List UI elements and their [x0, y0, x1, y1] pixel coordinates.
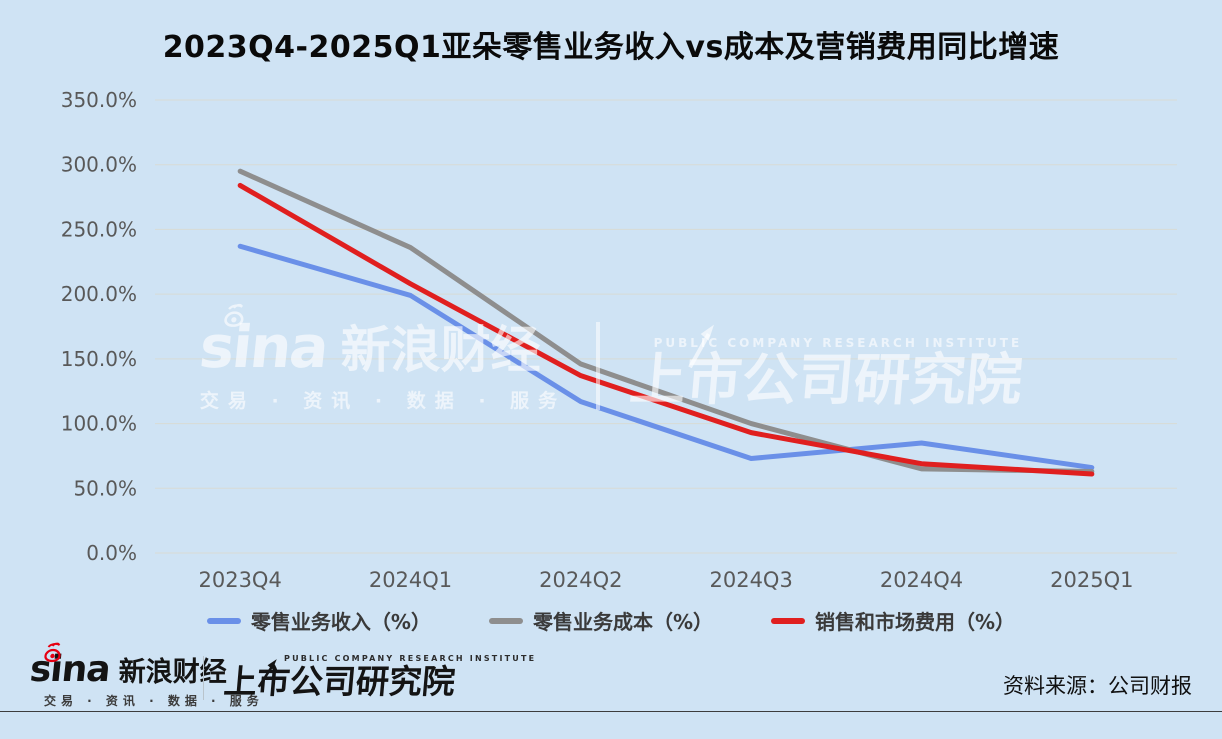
legend-swatch-icon	[206, 617, 241, 624]
sina-flame-icon	[44, 642, 61, 663]
legend-item: 零售业务成本（%）	[488, 606, 714, 635]
x-tick-label: 2024Q1	[369, 568, 452, 592]
y-tick-label: 200.0%	[61, 282, 137, 306]
x-tick-label: 2025Q1	[1050, 568, 1133, 592]
footer-institute-logo: PUBLIC COMPANY RESEARCH INSTITUTE 上市公司研究…	[222, 654, 538, 701]
arrow-up-icon	[257, 659, 277, 688]
legend-item: 零售业务收入（%）	[206, 606, 431, 635]
page-title: 2023Q4-2025Q1亚朵零售业务收入vs成本及营销费用同比增速	[162, 30, 1060, 65]
x-tick-label: 2024Q2	[539, 568, 622, 592]
y-tick-label: 300.0%	[61, 153, 137, 177]
footer-divider	[203, 656, 204, 700]
y-tick-label: 350.0%	[61, 88, 137, 112]
legend-item: 销售和市场费用（%）	[771, 606, 1015, 635]
legend-swatch-icon	[771, 617, 806, 624]
sina-logotype: sina	[28, 642, 112, 690]
sina-name: 新浪财经	[118, 657, 227, 689]
legend: 零售业务收入（%） 零售业务成本（%） 销售和市场费用（%）	[0, 606, 1222, 635]
y-tick-label: 50.0%	[73, 476, 137, 500]
y-tick-label: 150.0%	[61, 347, 137, 371]
footer: sina 新浪财经 交易 · 资讯 · 数据 · 服务 PUBLIC COMPA…	[0, 642, 1222, 712]
x-tick-label: 2023Q4	[198, 568, 281, 592]
series-line-零售业务收入（%）	[237, 243, 1095, 471]
legend-swatch-icon	[488, 617, 523, 624]
y-tick-label: 250.0%	[61, 217, 137, 241]
y-tick-label: 100.0%	[61, 412, 137, 436]
y-tick-label: 0.0%	[86, 541, 137, 565]
legend-label: 零售业务成本（%）	[532, 610, 714, 634]
institute-subtitle: PUBLIC COMPANY RESEARCH INSTITUTE	[284, 654, 537, 663]
footer-sina-logo: sina 新浪财经 交易 · 资讯 · 数据 · 服务	[28, 642, 264, 709]
legend-label: 销售和市场费用（%）	[815, 610, 1016, 634]
line-chart: 0.0% 50.0% 100.0% 150.0% 200.0% 250.0% 300.0% 3…	[61, 88, 1177, 592]
x-tick-label: 2024Q4	[880, 568, 963, 592]
data-source-label: 资料来源：公司财报	[1003, 674, 1192, 698]
footer-rule	[0, 711, 1222, 712]
legend-label: 零售业务收入（%）	[250, 610, 431, 634]
institute-name: 上市公司研究院	[222, 659, 538, 701]
series-line-零售业务成本（%）	[237, 168, 1095, 474]
sina-tagline: 交易 · 资讯 · 数据 · 服务	[44, 694, 264, 709]
x-tick-label: 2024Q3	[709, 568, 792, 592]
series-line-销售和市场费用（%）	[237, 182, 1095, 477]
